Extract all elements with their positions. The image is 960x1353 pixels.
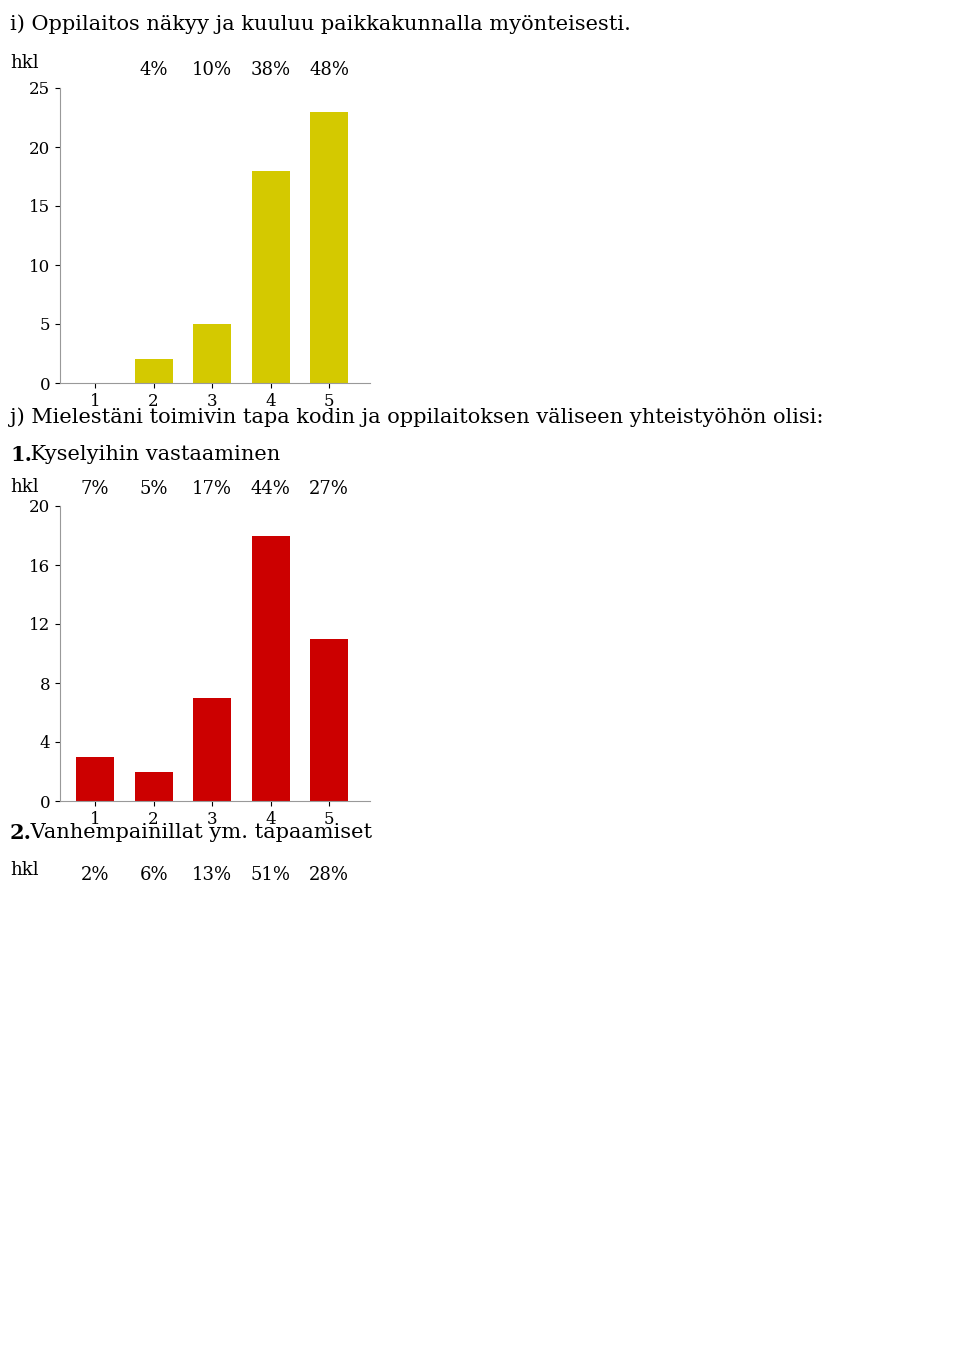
Text: hkl: hkl — [10, 54, 38, 72]
Bar — [193, 323, 231, 383]
Bar — [134, 771, 173, 801]
Text: 13%: 13% — [192, 866, 232, 884]
Text: hkl: hkl — [10, 478, 38, 497]
Text: 2.: 2. — [10, 823, 32, 843]
Text: 2%: 2% — [81, 866, 109, 884]
Text: 48%: 48% — [309, 61, 349, 78]
Bar — [252, 170, 290, 383]
Text: 51%: 51% — [251, 866, 291, 884]
Text: 28%: 28% — [309, 866, 349, 884]
Text: 1.: 1. — [10, 445, 32, 465]
Text: i) Oppilaitos näkyy ja kuuluu paikkakunnalla myönteisesti.: i) Oppilaitos näkyy ja kuuluu paikkakunn… — [10, 14, 631, 34]
Text: 4%: 4% — [139, 61, 168, 78]
Text: 27%: 27% — [309, 479, 349, 498]
Bar — [76, 756, 114, 801]
Text: j) Mielestäni toimivin tapa kodin ja oppilaitoksen väliseen yhteistyöhön olisi:: j) Mielestäni toimivin tapa kodin ja opp… — [10, 407, 824, 426]
Text: 5%: 5% — [139, 479, 168, 498]
Text: 10%: 10% — [192, 61, 232, 78]
Bar — [193, 698, 231, 801]
Text: Vanhempainillat ym. tapaamiset: Vanhempainillat ym. tapaamiset — [24, 824, 372, 843]
Text: Kyselyihin vastaaminen: Kyselyihin vastaaminen — [24, 445, 280, 464]
Text: 44%: 44% — [251, 479, 291, 498]
Text: 6%: 6% — [139, 866, 168, 884]
Bar — [134, 360, 173, 383]
Text: 38%: 38% — [251, 61, 291, 78]
Bar — [252, 536, 290, 801]
Text: 17%: 17% — [192, 479, 232, 498]
Bar — [310, 111, 348, 383]
Text: 7%: 7% — [81, 479, 109, 498]
Bar — [310, 639, 348, 801]
Text: hkl: hkl — [10, 861, 38, 879]
